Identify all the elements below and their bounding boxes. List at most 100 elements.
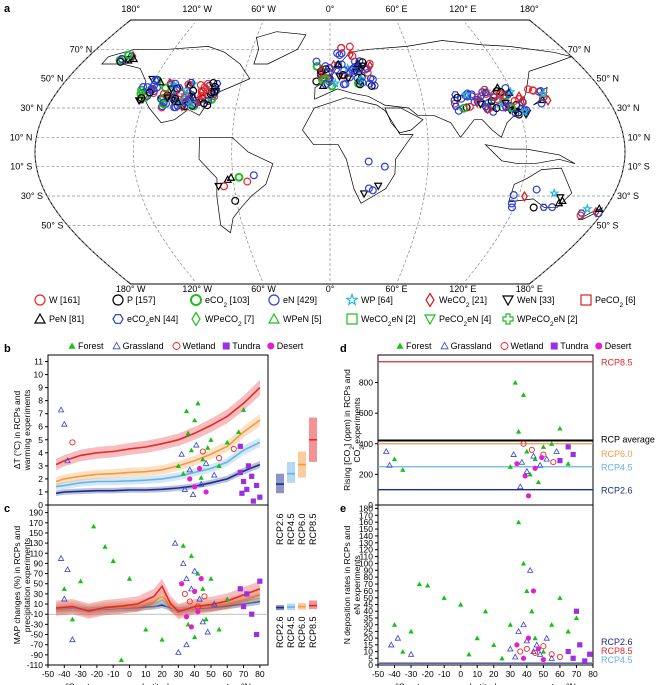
site-marker [185, 99, 196, 109]
site-marker [243, 177, 252, 186]
data-point-forest [482, 608, 489, 614]
data-point-forest [180, 471, 186, 476]
site-marker [321, 80, 330, 89]
site-marker [493, 83, 502, 91]
site-marker [333, 59, 343, 68]
veg-legend-marker-desert [267, 342, 275, 350]
data-point-tundra [253, 482, 260, 489]
site-marker [347, 65, 356, 74]
x-tick-label: 30 [174, 669, 184, 679]
legend-marker-PeN [33, 312, 47, 324]
site-marker [204, 97, 213, 106]
y-axis-title: N deposition rates in RCPs and eN experim… [342, 525, 362, 644]
data-point-grassland [553, 448, 560, 454]
data-point-forest [192, 634, 198, 640]
lat-label-left: 50° N [41, 74, 64, 84]
site-marker [555, 194, 565, 203]
data-point-forest [192, 417, 198, 423]
site-marker [163, 94, 172, 103]
lon-label-bottom: 0° [326, 284, 335, 294]
site-marker [594, 209, 603, 218]
data-point-tundra [257, 578, 263, 584]
data-point-forest [515, 519, 522, 525]
panel-label-c: c [4, 503, 10, 515]
data-point-wetland [532, 649, 539, 656]
legend-label-PeCO2: PeCO2 [6] [595, 295, 636, 309]
y-tick-label: 10 [34, 599, 44, 609]
site-marker [582, 203, 593, 214]
rcp-bar-label: RCP2.6 [275, 513, 285, 545]
data-point-forest [529, 608, 535, 614]
y-tick-label: 15 [364, 640, 374, 650]
data-point-grassland [57, 554, 65, 561]
lon-label-top: 60° W [251, 4, 276, 14]
site-marker [129, 54, 139, 63]
data-point-grassland [387, 641, 395, 648]
data-point-forest [540, 648, 546, 654]
site-marker [519, 106, 530, 117]
lon-label-top: 0° [326, 4, 335, 14]
y-tick-label: 90 [34, 558, 44, 568]
data-point-tundra [577, 642, 583, 648]
continent-arabia [384, 107, 424, 134]
veg-legend-marker-wetland [172, 342, 181, 350]
y-tick-label: 50 [34, 579, 44, 589]
data-point-forest [208, 576, 214, 581]
legend-label-WPeN: WPeN [5] [283, 314, 322, 324]
data-point-grassland [186, 466, 194, 473]
data-point-forest [224, 439, 230, 445]
data-point-desert [532, 465, 538, 471]
world-map-panel: a 180° 120° W 60° W 0° 60° E 120° E 180° 180° W 1… [4, 3, 650, 328]
map-legend: W [161] P [157] eCO2 [103] eN [429] WP [64] W… [33, 292, 636, 328]
site-marker [337, 43, 346, 52]
x-tick-label: 40 [190, 669, 200, 679]
data-point-grassland [526, 566, 534, 573]
site-marker [180, 84, 192, 95]
data-point-forest [175, 463, 181, 468]
lat-label-left: 30° N [20, 103, 43, 113]
data-point-tundra [237, 586, 243, 592]
x-tick-label: 60 [223, 669, 233, 679]
data-point-grassland [516, 483, 524, 490]
x-tick-label: -50 [372, 669, 385, 679]
data-point-forest [512, 379, 518, 385]
y-tick-label: 50 [364, 593, 374, 603]
data-point-grassland [511, 653, 519, 660]
y-axis-title-line2: warming experiments [22, 390, 32, 472]
veg-legend-marker-grassland [112, 341, 121, 350]
data-point-forest [535, 479, 542, 485]
data-point-forest [527, 471, 533, 477]
veg-legend-label-tundra: Tundra [232, 341, 260, 351]
data-point-forest [549, 622, 555, 627]
continent-north-america [101, 46, 251, 124]
y-tick-label: 400 [359, 439, 373, 449]
data-point-forest [540, 444, 546, 449]
y-tick-label: 10 [364, 647, 374, 657]
site-marker [510, 96, 519, 105]
data-point-forest [118, 657, 124, 663]
y-tick-label: 70 [364, 579, 374, 589]
data-point-forest [240, 407, 247, 412]
rcp-bar-label-text: RCP2.6 [275, 616, 285, 648]
site-marker [521, 111, 531, 119]
reference-line-label-rcp60: RCP6.0 [601, 449, 633, 459]
data-point-grassland [193, 441, 200, 448]
site-marker [594, 204, 604, 212]
x-axis-label: Latitude [469, 682, 501, 685]
site-marker [173, 102, 182, 110]
data-point-grassland [530, 452, 537, 459]
data-point-forest [520, 392, 527, 397]
veg-legend-marker-desert [595, 342, 603, 350]
y-tick-label: 70 [34, 569, 44, 579]
site-marker [325, 74, 335, 82]
x-tick-label: 20 [489, 669, 499, 679]
x-axis-left-label: °S [65, 682, 75, 685]
site-marker [137, 93, 146, 102]
data-point-forest [195, 570, 201, 576]
x-tick-label: -30 [405, 669, 418, 679]
data-point-grassland [64, 457, 71, 464]
x-tick-label: 0 [127, 669, 132, 679]
legend-label-WeCO2eN: WeCO2eN [2] [361, 314, 415, 328]
site-marker [507, 103, 517, 113]
data-point-desert [195, 609, 201, 615]
